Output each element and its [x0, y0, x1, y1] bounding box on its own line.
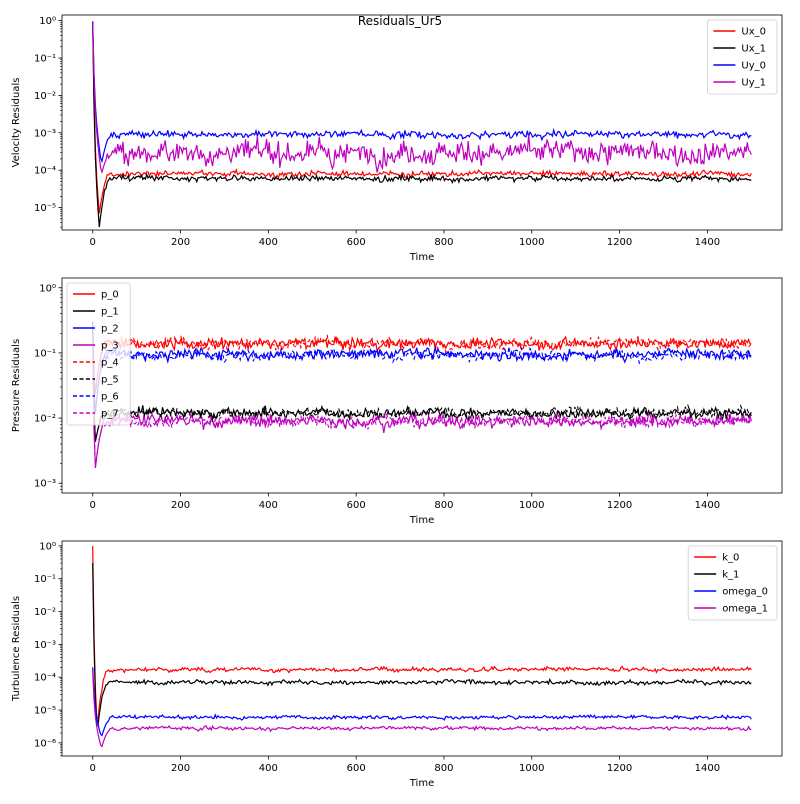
- axes-3: 0 200 400 600 800 1000 1200 1400 10⁻⁶ 10⁻⁵ 10⁻⁴ 10⁻…: [11, 540, 783, 789]
- legend: k_0 k_1 omega_0 omega_1: [687, 545, 778, 621]
- x-tick-label: 600: [347, 237, 366, 248]
- x-tick-label: 1400: [695, 500, 720, 511]
- y-axis-label: Pressure Residuals: [11, 339, 22, 432]
- figure-title: Residuals_Ur5: [357, 14, 443, 28]
- legend: Ux_0 Ux_1 Uy_0 Uy_1: [707, 19, 778, 95]
- legend-entry: k_1: [722, 570, 739, 581]
- legend: p_0 p_1 p_2 p_3 p_4 p_5 p_6 p_7: [66, 282, 131, 426]
- x-tick-label: 1400: [695, 763, 720, 774]
- x-tick-label: 200: [171, 500, 190, 511]
- y-axis-label: Turbulence Residuals: [11, 596, 22, 702]
- y-axis-label: Velocity Residuals: [11, 78, 22, 168]
- series-line-p-2: [92, 321, 752, 414]
- legend-frame: [707, 19, 778, 95]
- x-tick-label: 200: [171, 237, 190, 248]
- legend-entry: p_5: [101, 375, 119, 386]
- x-tick-label: 800: [434, 237, 453, 248]
- x-tick-label: 400: [259, 763, 278, 774]
- y-tick-label: 10⁻⁶: [34, 738, 56, 749]
- series-line-p-6: [92, 321, 752, 414]
- y-tick-label: 10⁻³: [34, 640, 56, 651]
- x-tick-label: 1200: [607, 763, 632, 774]
- y-tick-label: 10⁻¹: [34, 574, 56, 585]
- series-line-k-1: [92, 563, 752, 726]
- x-axis-label: Time: [409, 515, 434, 526]
- x-tick-label: 1200: [607, 500, 632, 511]
- legend-entry: p_1: [101, 307, 119, 318]
- y-tick-label: 10⁰: [39, 541, 56, 552]
- axes-1: 0 200 400 600 800 1000 1200 1400 10⁻⁵ 10⁻⁴ 10⁻³ 10⁻…: [11, 14, 783, 263]
- series-line-omega-0: [92, 667, 752, 737]
- y-tick-label: 10⁻²: [34, 414, 56, 425]
- x-tick-label: 0: [90, 237, 96, 248]
- x-tick-label: 1000: [519, 237, 544, 248]
- x-tick-label: 600: [347, 763, 366, 774]
- legend-entry: Uy_0: [741, 61, 766, 72]
- x-tick-label: 1400: [695, 237, 720, 248]
- x-tick-label: 1000: [519, 763, 544, 774]
- y-tick-label: 10⁻²: [34, 607, 56, 618]
- y-tick-label: 10⁻²: [34, 91, 56, 102]
- y-tick-label: 10⁰: [39, 16, 56, 27]
- x-tick-label: 1000: [519, 500, 544, 511]
- legend-frame: [66, 282, 131, 426]
- legend-entry: omega_0: [722, 587, 768, 598]
- legend-entry: p_3: [101, 341, 119, 352]
- series-line-p-4: [92, 321, 752, 395]
- x-axis-label: Time: [409, 252, 434, 263]
- y-tick-label: 10⁻⁴: [34, 673, 56, 684]
- x-tick-label: 0: [90, 763, 96, 774]
- legend-entry: p_6: [101, 392, 119, 403]
- x-tick-label: 800: [434, 763, 453, 774]
- axes-frame: [61, 277, 783, 494]
- y-tick-label: 10⁻⁵: [34, 706, 56, 717]
- legend-frame: [687, 545, 778, 621]
- x-tick-label: 400: [259, 500, 278, 511]
- axes-frame: [61, 540, 783, 757]
- x-axis-label: Time: [409, 778, 434, 789]
- y-tick-label: 10⁻¹: [34, 348, 56, 359]
- series-line-omega-1: [92, 671, 752, 748]
- series-group: [92, 321, 752, 468]
- series-line-p-7: [92, 333, 752, 468]
- legend-entry: Ux_0: [741, 27, 766, 38]
- legend-entry: p_7: [101, 409, 119, 420]
- axes-2: 0 200 400 600 800 1000 1200 1400 10⁻³ 10⁻² 10⁻¹ 10⁰…: [11, 277, 783, 526]
- x-tick-label: 400: [259, 237, 278, 248]
- y-tick-label: 10⁻³: [34, 128, 56, 139]
- x-tick-label: 0: [90, 500, 96, 511]
- y-tick-label: 10⁻³: [34, 479, 56, 490]
- y-tick-label: 10⁻⁴: [34, 166, 56, 177]
- series-line-uy-0: [92, 21, 752, 164]
- series-line-uy-1: [92, 22, 752, 175]
- legend-entry: k_0: [722, 553, 739, 564]
- series-line-k-0: [92, 545, 752, 720]
- series-line-p-0: [92, 321, 752, 395]
- y-tick-label: 10⁻¹: [34, 54, 56, 65]
- series-line-ux-1: [92, 22, 752, 228]
- x-tick-label: 600: [347, 500, 366, 511]
- series-line-ux-0: [92, 21, 752, 214]
- series-group: [92, 21, 752, 228]
- x-tick-label: 200: [171, 763, 190, 774]
- series-group: [92, 545, 752, 748]
- series-line-p-5: [92, 326, 752, 442]
- legend-entry: p_4: [101, 358, 119, 369]
- axes-frame: [61, 14, 783, 231]
- legend-entry: Ux_1: [741, 44, 766, 55]
- legend-entry: p_0: [101, 290, 119, 301]
- legend-entry: omega_1: [722, 604, 768, 615]
- x-tick-label: 800: [434, 500, 453, 511]
- y-tick-label: 10⁰: [39, 283, 56, 294]
- legend-entry: Uy_1: [741, 78, 766, 89]
- legend-entry: p_2: [101, 324, 119, 335]
- y-tick-label: 10⁻⁵: [34, 203, 56, 214]
- x-tick-label: 1200: [607, 237, 632, 248]
